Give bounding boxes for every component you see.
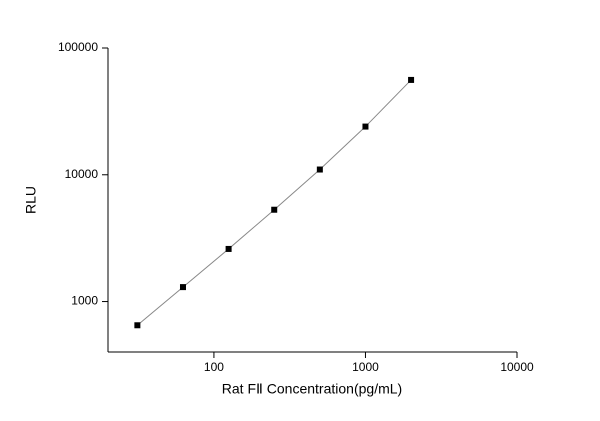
point bbox=[362, 123, 369, 130]
x-tick-label: 10000 bbox=[500, 360, 534, 374]
point bbox=[271, 206, 278, 213]
y-tick-label: 10000 bbox=[65, 167, 99, 181]
x-tick-label: 1000 bbox=[352, 360, 379, 374]
x-axis-label: Rat FⅡ Concentration(pg/mL) bbox=[222, 381, 402, 397]
y-tick-label: 1000 bbox=[71, 294, 98, 308]
point bbox=[134, 322, 141, 329]
point bbox=[408, 76, 415, 83]
y-tick-label: 100000 bbox=[58, 40, 98, 54]
fit-line bbox=[137, 79, 412, 326]
x-tick-label: 100 bbox=[204, 360, 224, 374]
point bbox=[225, 245, 232, 252]
point bbox=[316, 166, 323, 173]
y-axis-label: RLU bbox=[23, 186, 39, 214]
point bbox=[179, 284, 186, 291]
